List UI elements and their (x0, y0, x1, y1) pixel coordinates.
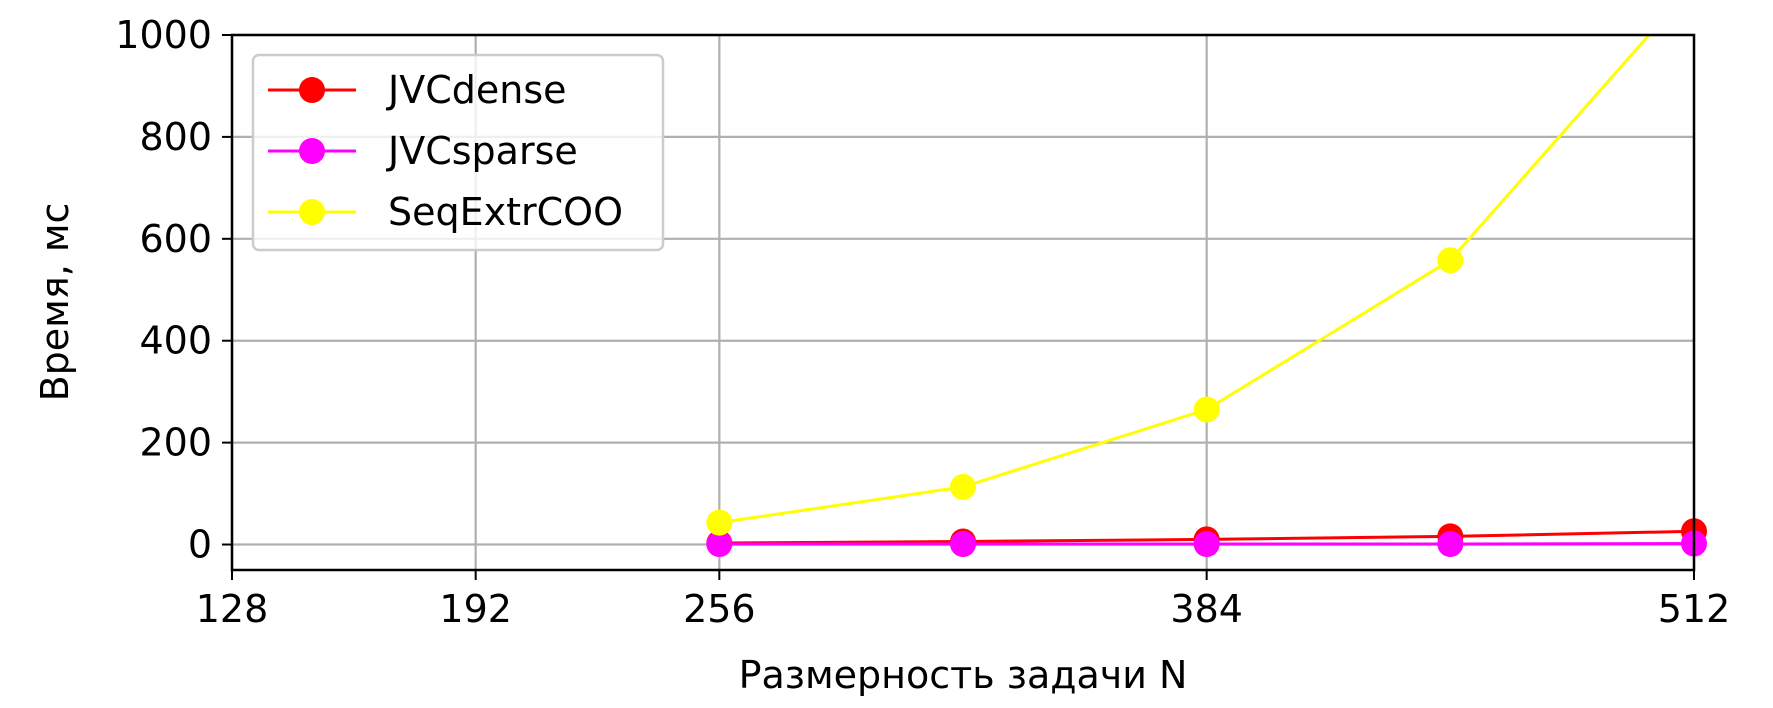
legend-marker (299, 199, 325, 225)
y-tick-label: 800 (139, 115, 212, 159)
legend: JVCdense JVCsparse SeqExtrCOO (251, 53, 665, 252)
x-axis-label: Размерность задачи N (739, 653, 1188, 697)
legend-label: JVCsparse (386, 129, 578, 173)
x-tick-label: 128 (196, 587, 269, 631)
x-tick-label: 256 (683, 587, 756, 631)
y-axis: 0 200 400 600 800 1000 (115, 13, 232, 567)
x-axis: 128 192 256 384 512 (196, 570, 1731, 631)
x-tick-label: 512 (1658, 587, 1731, 631)
legend-marker (299, 138, 325, 164)
data-point-seqextrcoo (1437, 247, 1464, 274)
y-tick-label: 600 (139, 217, 212, 261)
data-point-jvcsparse (1437, 531, 1464, 558)
legend-marker (299, 77, 325, 103)
y-tick-label: 0 (188, 523, 212, 567)
data-point-seqextrcoo (1193, 396, 1220, 423)
legend-label: SeqExtrCOO (388, 190, 623, 234)
data-point-seqextrcoo (706, 509, 733, 536)
data-point-jvcsparse (950, 531, 976, 558)
markers-group (706, 247, 1707, 558)
x-tick-label: 192 (439, 587, 512, 631)
y-tick-label: 200 (139, 421, 212, 465)
data-point-jvcsparse (1193, 531, 1220, 558)
data-point-jvcsparse (706, 531, 733, 558)
x-tick-label: 384 (1170, 587, 1243, 631)
data-point-seqextrcoo (950, 473, 976, 500)
y-axis-label: Время, мс (33, 203, 77, 402)
y-tick-label: 400 (139, 319, 212, 363)
legend-label: JVCdense (386, 68, 567, 112)
legend-box (251, 53, 665, 252)
y-tick-label: 1000 (115, 13, 212, 57)
plot-frame (230, 33, 1696, 572)
